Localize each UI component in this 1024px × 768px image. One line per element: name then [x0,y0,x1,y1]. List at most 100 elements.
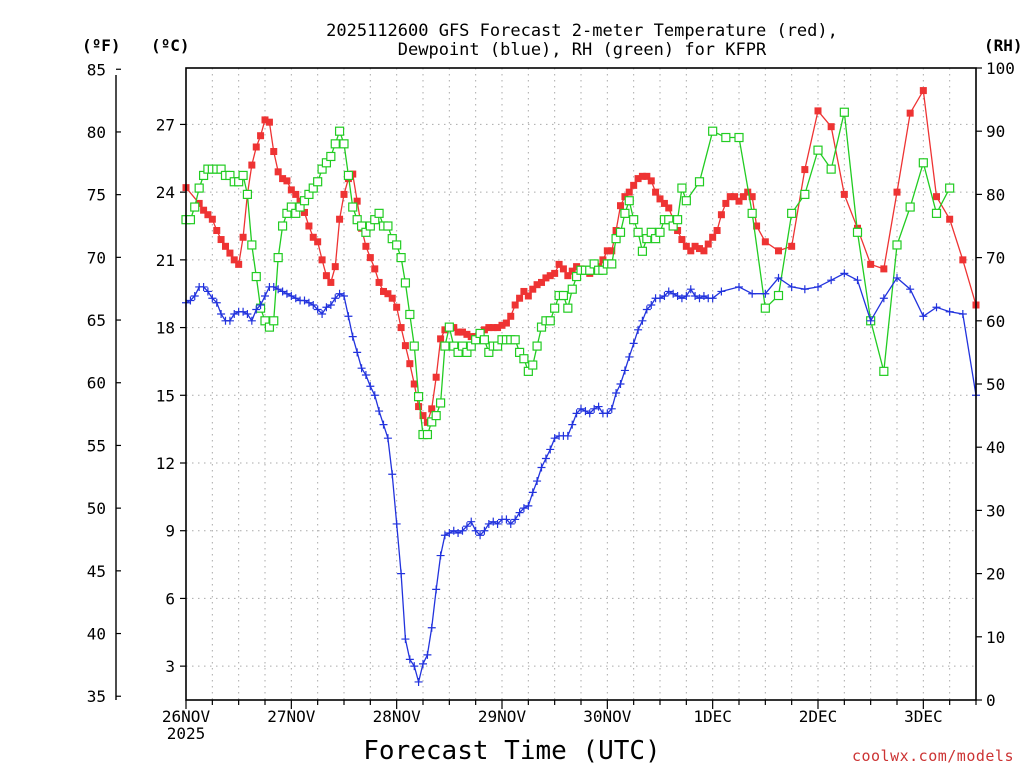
temperature-point [397,324,405,332]
rh-point [440,341,450,351]
temperature-point [643,172,651,180]
temperature-point [524,292,532,300]
temperature-point [696,245,703,253]
celsius-tick-label: 24 [156,183,175,202]
temperature-point [511,301,519,309]
dewpoint-point [699,291,708,300]
rh-point [839,107,849,117]
temperature-point [257,132,265,140]
temperature-point [248,161,256,169]
rh-tick-label: 60 [986,312,1005,331]
fahrenheit-tick-label: 60 [87,374,106,393]
temperature-point [230,256,238,264]
rh-tick-label: 20 [986,565,1005,584]
dewpoint-point [357,364,366,373]
x-tick-label: 29NOV [478,707,527,726]
dewpoint-point [620,366,629,375]
rh-point [615,227,626,237]
rh-point [550,303,560,313]
temperature-point [919,87,927,95]
rh-point [567,284,577,294]
rh-point [185,215,196,225]
dewpoint-point [375,407,384,416]
temperature-point [507,312,515,320]
dewpoint-point [256,301,265,309]
dewpoint-point [217,310,226,319]
dewpoint-point [388,470,397,479]
temperature-point [744,188,752,196]
temperature-point [568,267,576,275]
dewpoint-point [656,294,664,303]
fahrenheit-tick-label: 50 [87,499,106,518]
rh-point [277,221,288,231]
x-tick-label: 3DEC [904,707,943,726]
rh-point [545,316,555,326]
dewpoint-point [261,291,269,300]
dewpoint-point [629,339,638,348]
rh-point [813,145,823,155]
rh-point [313,177,323,187]
dewpoint-point [291,294,300,303]
fahrenheit-unit-label: (ºF) [82,36,121,55]
dewpoint-point [506,519,515,528]
dewpoint-point [353,348,362,357]
dewpoint-point [401,635,410,644]
dewpoint-point [546,445,555,454]
temperature-point [529,285,537,293]
temperature-point [722,199,730,207]
temperature-point [498,321,506,329]
temperature-point [336,215,344,223]
rh-point [563,303,573,313]
temperature-point [559,265,567,273]
dewpoint-point [230,310,239,319]
temperature-point [222,242,229,250]
celsius-tick-label: 21 [156,251,175,270]
temperature-point [717,211,725,219]
temperature-point [494,324,502,332]
dewpoint-point [563,431,572,440]
dewpoint-point [212,298,221,307]
temperature-point [301,208,308,216]
rh-point [330,139,340,149]
temperature-point [454,328,462,336]
temperature-point [656,195,664,203]
temperature-point [489,324,497,332]
dewpoint-point [541,454,550,463]
dewpoint-point [669,289,678,298]
dewpoint-point [287,291,296,300]
temperature-point [638,172,646,180]
rh-tick-label: 40 [986,438,1005,457]
temperature-point [217,236,225,244]
series-rh [181,107,955,440]
dewpoint-point [471,526,480,535]
rh-point [624,196,634,206]
temperature-point [393,303,401,311]
temperature-point [459,328,466,336]
rh-point [238,170,248,181]
dewpoint-point [383,434,392,443]
dewpoint-point [225,316,234,325]
temperature-point [200,206,208,214]
celsius-tick-label: 6 [165,589,175,608]
dewpoint-point [581,407,590,416]
rh-point [852,227,863,237]
dewpoint-point [190,291,199,300]
temperature-point [533,281,541,289]
rh-point [637,246,648,256]
dewpoint-point [436,551,445,560]
temperature-point [906,109,914,117]
rh-point [945,183,955,193]
rh-tick-label: 30 [986,501,1005,520]
temperature-point [687,247,695,255]
dewpoint-point [309,301,318,309]
dewpoint-point [634,325,643,334]
temperature-point [678,236,686,244]
plot-frame [185,67,977,701]
dewpoint-point [493,519,502,528]
temperature-point [419,412,427,420]
dewpoint-point [300,296,309,305]
temperature-point [331,263,339,271]
celsius-tick-label: 12 [156,454,175,473]
dewpoint-point [682,291,691,300]
temperature-point [432,373,440,381]
